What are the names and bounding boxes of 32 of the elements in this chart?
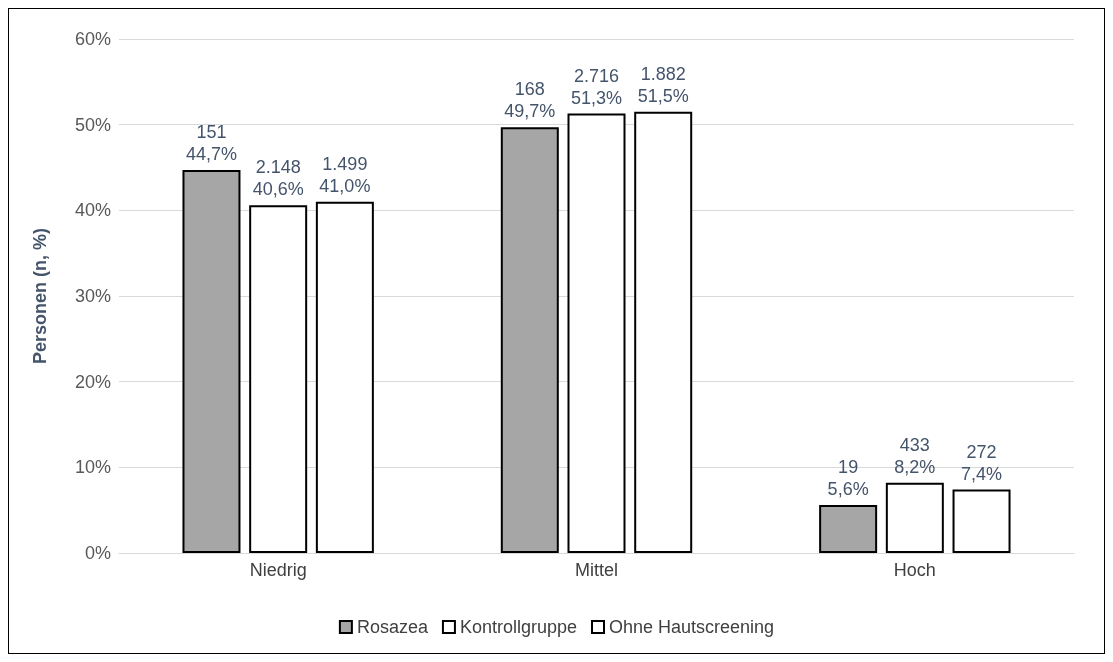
- bar: [952, 489, 1011, 553]
- bar: [315, 201, 374, 553]
- y-tick-label: 10%: [74, 457, 111, 478]
- bar: [249, 205, 308, 553]
- bar: [634, 111, 693, 553]
- y-axis-title: Personen (n, %): [30, 227, 50, 365]
- bar: [182, 170, 241, 553]
- bar: [819, 505, 878, 553]
- y-tick-label: 30%: [74, 286, 111, 306]
- legend-label: Ohne Hautscreening: [609, 617, 775, 637]
- data-label: 433 8,2%: [894, 434, 936, 477]
- y-tick-label: 50%: [74, 114, 111, 135]
- y-tick-label: 40%: [74, 200, 111, 221]
- data-label: 168 49,7%: [504, 79, 556, 122]
- data-label: 151 44,7%: [185, 122, 237, 165]
- y-tick-label: 20%: [74, 371, 111, 392]
- bar: [885, 482, 944, 553]
- data-label: 2.148 40,6%: [252, 157, 304, 200]
- data-label: 1.499 41,0%: [319, 153, 371, 196]
- data-label: 1.882 51,5%: [637, 63, 689, 106]
- bar: [567, 113, 626, 553]
- bar: [500, 127, 559, 553]
- legend-label: Kontrollgruppe: [459, 617, 578, 637]
- data-label: 2.716 51,3%: [570, 65, 623, 108]
- x-tick-label: Niedrig: [249, 560, 307, 580]
- y-tick-label: 60%: [74, 29, 111, 49]
- data-label: 272 7,4%: [961, 441, 1003, 484]
- y-tick-label: 0%: [84, 543, 111, 563]
- x-tick-label: Hoch: [893, 560, 936, 580]
- legend-label: Rosazea: [356, 617, 429, 637]
- data-label: 19 5,6%: [827, 457, 869, 500]
- x-tick-label: Mittel: [574, 560, 619, 580]
